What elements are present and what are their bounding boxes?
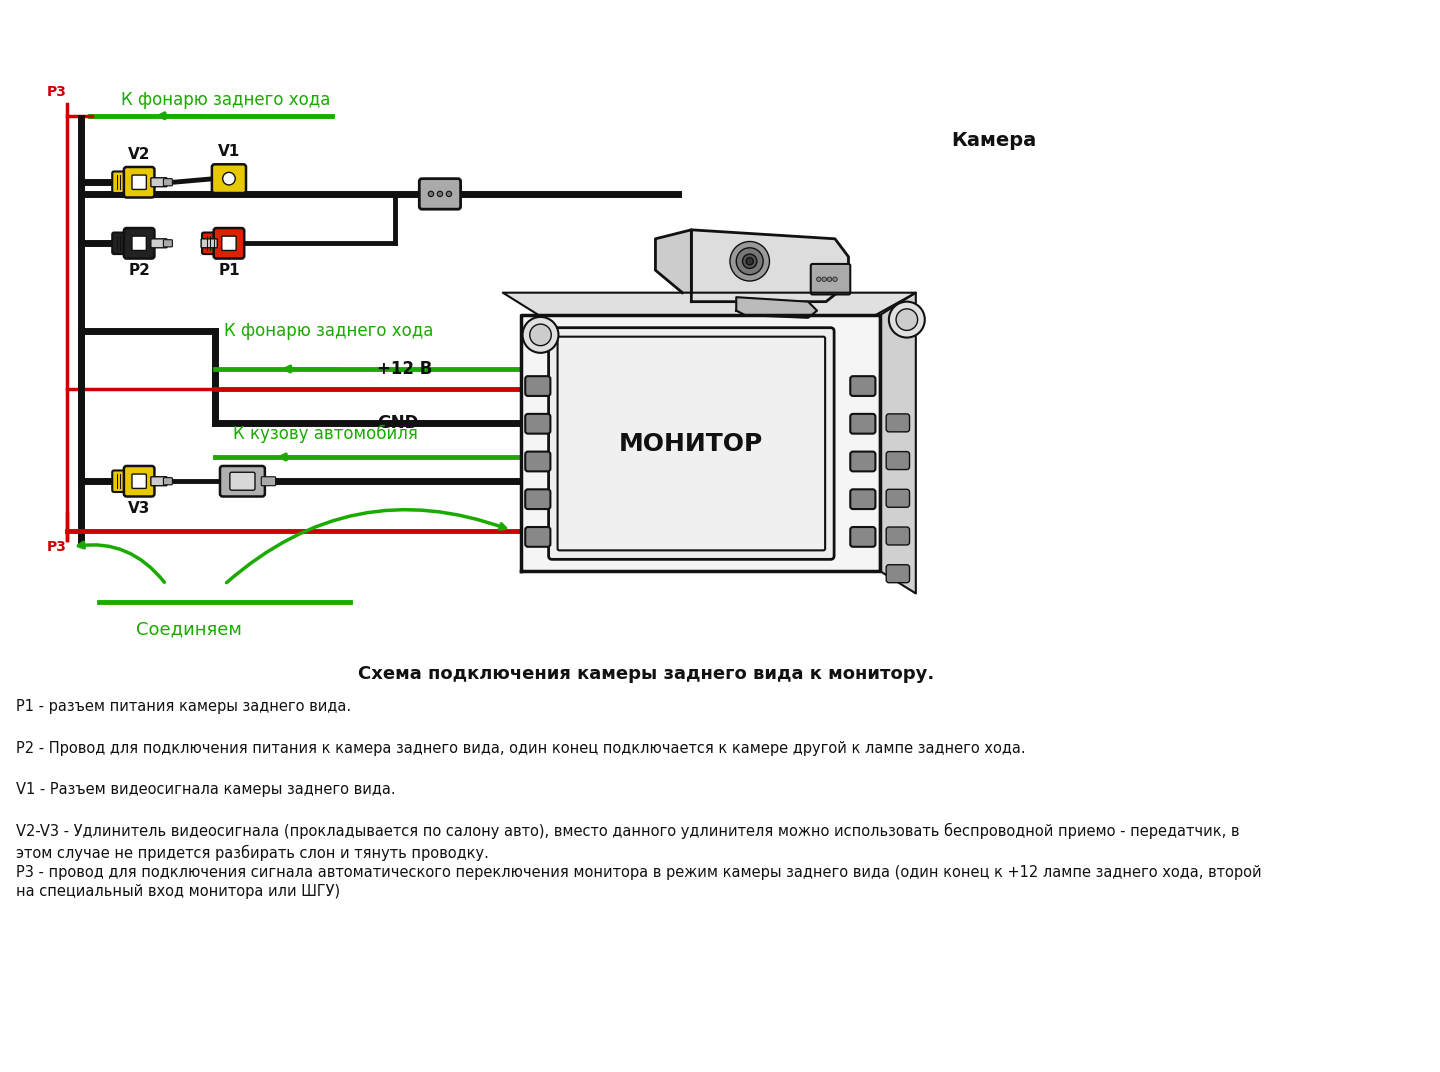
Text: V1: V1 <box>217 144 240 159</box>
FancyBboxPatch shape <box>132 474 147 489</box>
Text: V2: V2 <box>128 148 150 163</box>
Text: V3: V3 <box>128 501 150 516</box>
Text: P3 - провод для подключения сигнала автоматического переключения монитора в режи: P3 - провод для подключения сигнала авто… <box>16 865 1261 899</box>
FancyBboxPatch shape <box>886 527 910 545</box>
FancyBboxPatch shape <box>886 565 910 583</box>
Circle shape <box>438 191 442 196</box>
FancyBboxPatch shape <box>163 240 173 247</box>
Polygon shape <box>736 297 816 317</box>
Text: +12 В: +12 В <box>377 360 432 378</box>
Text: GND: GND <box>377 414 419 432</box>
FancyBboxPatch shape <box>811 264 850 295</box>
Text: К кузову автомобиля: К кузову автомобиля <box>233 425 418 443</box>
FancyBboxPatch shape <box>850 451 876 472</box>
FancyBboxPatch shape <box>112 172 132 193</box>
Circle shape <box>743 254 757 268</box>
FancyBboxPatch shape <box>151 477 167 486</box>
FancyBboxPatch shape <box>850 489 876 509</box>
FancyBboxPatch shape <box>163 478 173 485</box>
FancyBboxPatch shape <box>220 466 265 496</box>
FancyBboxPatch shape <box>261 477 275 486</box>
Polygon shape <box>691 229 848 301</box>
Polygon shape <box>880 293 916 594</box>
FancyBboxPatch shape <box>526 489 550 509</box>
Circle shape <box>822 277 827 282</box>
FancyBboxPatch shape <box>132 236 147 251</box>
Text: P3: P3 <box>46 540 66 554</box>
FancyBboxPatch shape <box>886 489 910 507</box>
FancyBboxPatch shape <box>526 414 550 434</box>
FancyBboxPatch shape <box>151 178 167 187</box>
Text: V2-V3 - Удлинитель видеосигнала (прокладывается по салону авто), вместо данного : V2-V3 - Удлинитель видеосигнала (проклад… <box>16 823 1240 861</box>
Polygon shape <box>655 229 691 293</box>
Circle shape <box>896 309 917 330</box>
Circle shape <box>816 277 821 282</box>
Circle shape <box>428 191 433 196</box>
Circle shape <box>446 191 452 196</box>
Text: К фонарю заднего хода: К фонарю заднего хода <box>225 323 433 340</box>
FancyBboxPatch shape <box>212 164 246 193</box>
Polygon shape <box>503 293 916 315</box>
FancyBboxPatch shape <box>850 376 876 396</box>
FancyBboxPatch shape <box>151 239 167 248</box>
FancyBboxPatch shape <box>850 414 876 434</box>
FancyBboxPatch shape <box>419 179 461 209</box>
Circle shape <box>523 317 559 353</box>
Polygon shape <box>521 315 880 571</box>
FancyBboxPatch shape <box>163 179 173 185</box>
Text: P2 - Провод для подключения питания к камера заднего вида, один конец подключает: P2 - Провод для подключения питания к ка… <box>16 741 1025 756</box>
FancyBboxPatch shape <box>124 228 154 258</box>
Text: Камера: Камера <box>952 131 1037 150</box>
FancyBboxPatch shape <box>202 239 217 248</box>
Circle shape <box>888 301 924 338</box>
Circle shape <box>828 277 832 282</box>
Circle shape <box>530 324 552 345</box>
FancyBboxPatch shape <box>132 175 147 190</box>
FancyBboxPatch shape <box>557 337 825 550</box>
Text: Схема подключения камеры заднего вида к монитору.: Схема подключения камеры заднего вида к … <box>359 666 935 683</box>
FancyBboxPatch shape <box>886 414 910 432</box>
Text: P3: P3 <box>46 86 66 100</box>
Text: МОНИТОР: МОНИТОР <box>619 432 763 456</box>
FancyBboxPatch shape <box>549 328 834 560</box>
Text: V1 - Разъем видеосигнала камеры заднего вида.: V1 - Разъем видеосигнала камеры заднего … <box>16 781 396 796</box>
Text: Соединяем: Соединяем <box>135 621 242 639</box>
FancyBboxPatch shape <box>526 527 550 547</box>
Text: К фонарю заднего хода: К фонарю заднего хода <box>121 91 331 108</box>
FancyBboxPatch shape <box>124 167 154 197</box>
FancyBboxPatch shape <box>222 236 236 251</box>
FancyBboxPatch shape <box>213 228 245 258</box>
Circle shape <box>223 173 235 185</box>
FancyBboxPatch shape <box>112 471 132 492</box>
Circle shape <box>832 277 837 282</box>
Circle shape <box>736 248 763 274</box>
Circle shape <box>746 257 753 265</box>
FancyBboxPatch shape <box>124 466 154 496</box>
FancyBboxPatch shape <box>850 527 876 547</box>
FancyBboxPatch shape <box>230 473 255 490</box>
Text: P2: P2 <box>128 263 150 278</box>
Text: P1: P1 <box>217 263 240 278</box>
FancyBboxPatch shape <box>112 233 132 254</box>
FancyBboxPatch shape <box>886 451 910 470</box>
Text: P1 - разъем питания камеры заднего вида.: P1 - разъем питания камеры заднего вида. <box>16 699 351 714</box>
FancyBboxPatch shape <box>202 233 222 254</box>
FancyBboxPatch shape <box>526 376 550 396</box>
Circle shape <box>730 241 769 281</box>
FancyBboxPatch shape <box>526 451 550 472</box>
